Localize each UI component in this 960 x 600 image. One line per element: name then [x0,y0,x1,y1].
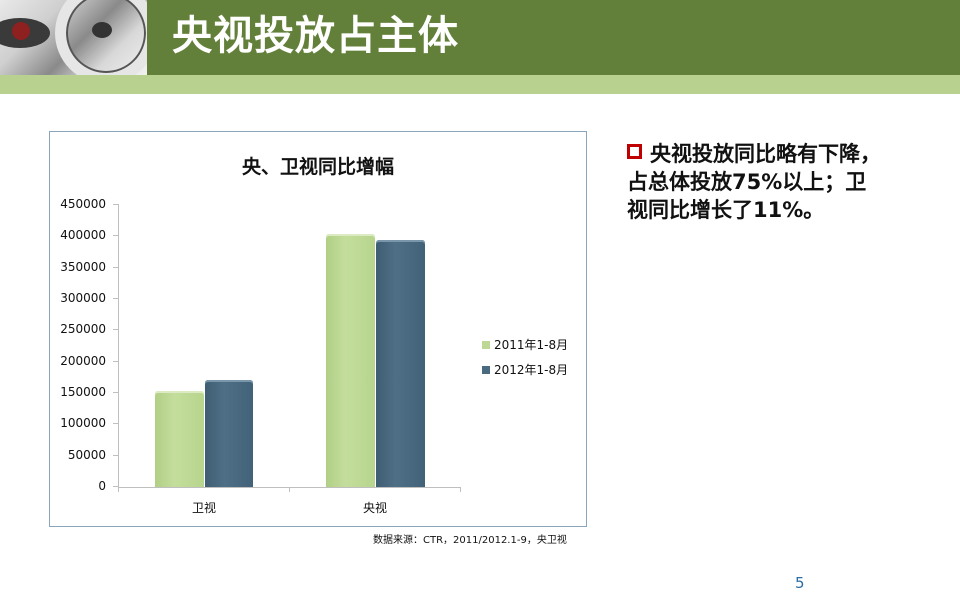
y-tick-label: 50000 [67,448,106,462]
y-tick-label: 250000 [60,322,106,336]
y-tick-label: 100000 [60,416,106,430]
hollow-square-bullet-icon [627,144,642,159]
legend-label: 2012年1-8月 [494,363,569,377]
page-number: 5 [795,574,805,592]
y-tick-mark [113,235,118,236]
bar-yangshi-2011 [326,234,375,487]
bar-chart: 央、卫视同比增幅 450000 400000 350000 300000 250… [49,131,587,527]
x-category-label: 央视 [362,501,387,515]
x-tick-mark [118,487,119,492]
y-tick-mark [113,486,118,487]
y-tick-mark [113,361,118,362]
y-tick-label: 400000 [60,228,106,242]
steering-wheel-shape [55,0,147,75]
x-category-label: 卫视 [191,501,216,515]
y-tick-mark [113,392,118,393]
data-source-note: 数据来源：CTR，2011/2012.1-9，央卫视 [373,535,567,546]
bullet-point: 央视投放同比略有下降，占总体投放75%以上；卫视同比增长了11%。 [627,140,887,224]
x-tick-mark [289,487,290,492]
bullet-text: 央视投放同比略有下降，占总体投放75%以上；卫视同比增长了11%。 [627,142,881,222]
legend-item-2012: 2012年1-8月 [482,361,568,378]
y-axis [118,204,119,487]
wheel-hub-shape [92,22,112,38]
bar-yangshi-2012 [376,240,425,487]
y-tick-label: 350000 [60,260,106,274]
legend-label: 2011年1-8月 [494,338,569,352]
header-bar [0,0,960,75]
legend-swatch-icon [482,340,490,349]
y-tick-label: 150000 [60,385,106,399]
y-tick-mark [113,455,118,456]
y-tick-mark [113,204,118,205]
y-tick-label: 300000 [60,291,106,305]
y-tick-mark [113,329,118,330]
bar-weishi-2012 [205,380,253,487]
x-tick-mark [460,487,461,492]
legend-swatch-icon [482,365,490,374]
slide-title: 央视投放占主体 [172,13,459,59]
gauge-shape [12,22,30,40]
y-tick-mark [113,423,118,424]
legend-item-2011: 2011年1-8月 [482,336,568,353]
y-tick-label: 0 [98,479,106,493]
chart-title: 央、卫视同比增幅 [241,156,394,178]
car-interior-image [0,0,147,75]
y-tick-label: 200000 [60,354,106,368]
y-tick-mark [113,267,118,268]
y-tick-mark [113,298,118,299]
header-accent-band [0,75,960,94]
bar-weishi-2011 [155,391,204,487]
y-tick-label: 450000 [60,197,106,211]
